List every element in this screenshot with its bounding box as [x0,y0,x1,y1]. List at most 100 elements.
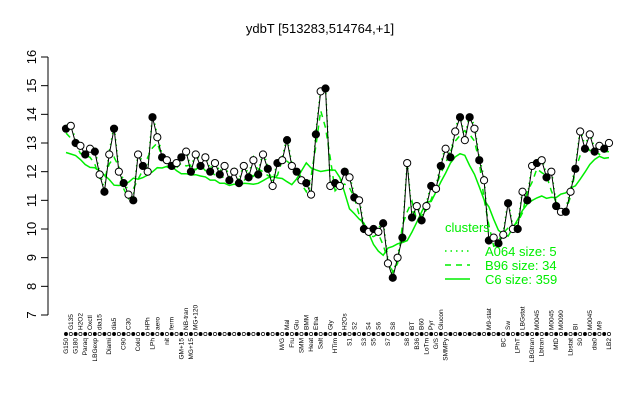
x-tick-mark [270,332,275,336]
x-tick-mark [313,332,318,336]
y-tick-label: 12 [24,164,39,178]
x-tick-mark [222,332,227,336]
x-tick-mark [337,332,342,336]
x-tick-label: S1 [347,338,354,346]
x-tick-label: dia15 [97,314,104,330]
x-tick-label: M0045 [534,310,541,330]
x-tick-label: G/S [433,337,440,349]
x-tick-label: ferm [169,317,176,330]
data-point [138,161,147,171]
data-point [340,167,349,176]
x-tick-mark [583,332,587,336]
x-tick-label: G180 [73,338,80,354]
data-point [489,233,498,242]
data-point [518,187,527,196]
x-tick-mark [174,332,179,336]
x-tick-mark [371,332,376,336]
x-tick-mark [169,332,174,336]
data-point [244,173,253,182]
x-tick-mark [597,332,602,336]
x-tick-label: MG+120 [193,305,200,330]
data-point [225,176,234,185]
data-point [133,150,143,159]
x-tick-mark [294,332,299,336]
x-tick-mark [467,332,472,336]
x-tick-label: M0045 [548,310,555,330]
x-tick-mark [587,332,592,336]
x-tick-mark [506,332,511,336]
x-tick-mark [496,332,501,336]
data-point [230,167,239,176]
x-tick-mark [64,332,68,336]
x-tick-mark [366,332,371,336]
x-tick-label: H2O2 [77,313,84,330]
data-point [282,136,292,145]
x-tick-mark [241,332,246,336]
x-tick-mark [419,332,424,336]
data-point [311,130,320,139]
y-tick-label: 15 [24,78,39,92]
x-tick-label: Lbtran [539,338,546,357]
x-tick-mark [482,332,487,336]
x-tick-mark [429,332,434,336]
x-tick-label: B60 [419,318,426,330]
data-point [561,207,570,216]
x-tick-mark [510,332,515,336]
cluster-c6-line [65,151,610,257]
x-tick-mark [246,332,251,336]
x-tick-mark [256,332,261,336]
x-tick-mark [443,332,448,336]
data-point [95,170,104,179]
x-tick-mark [453,332,458,336]
x-tick-label: Paraq [82,338,89,356]
data-point [580,144,590,153]
x-tick-label: S8 [390,322,397,330]
x-tick-mark [607,332,611,336]
x-tick-label: M9-stat [486,308,493,330]
data-point [302,179,311,188]
data-point [388,273,397,282]
x-tick-mark [155,332,160,336]
x-tick-mark [549,332,554,336]
x-tick-mark [121,332,126,336]
data-point [475,156,484,165]
x-tick-label: C90 [121,338,128,350]
x-tick-label: Etha [313,316,320,330]
data-point [215,170,224,179]
x-tick-mark [390,332,395,336]
x-tick-mark [203,332,208,336]
data-point [436,161,445,171]
data-point [403,158,412,168]
x-tick-mark [198,332,203,336]
data-point [374,227,383,236]
legend-entry-c6: C6 size: 359 [485,272,557,287]
data-point [537,156,546,165]
data-point [552,201,561,211]
data-point [547,167,556,176]
x-tick-mark [112,332,117,336]
x-tick-mark [477,332,482,336]
x-tick-label: LBGstat [520,306,527,330]
data-point [239,161,248,171]
data-point [345,173,354,182]
x-tick-mark [145,332,150,336]
data-point [258,150,268,159]
x-tick-label: aero [154,317,161,330]
x-tick-label: G150 [63,338,70,354]
data-point [355,196,364,205]
data-point [503,199,513,208]
x-tick-label: HTim [332,338,339,353]
x-tick-mark [563,332,568,336]
data-point [109,124,119,133]
data-point [566,187,575,196]
x-tick-label: dia5 [111,317,118,330]
x-tick-label: S2 [351,322,358,330]
x-tick-mark [486,332,491,336]
x-tick-label: S6 [375,322,382,330]
x-tick-mark [438,332,443,336]
y-tick-label: 14 [24,107,39,121]
x-tick-mark [232,332,237,336]
data-point [196,161,205,171]
data-point [268,181,277,191]
x-tick-label: LBGtran [529,338,536,363]
